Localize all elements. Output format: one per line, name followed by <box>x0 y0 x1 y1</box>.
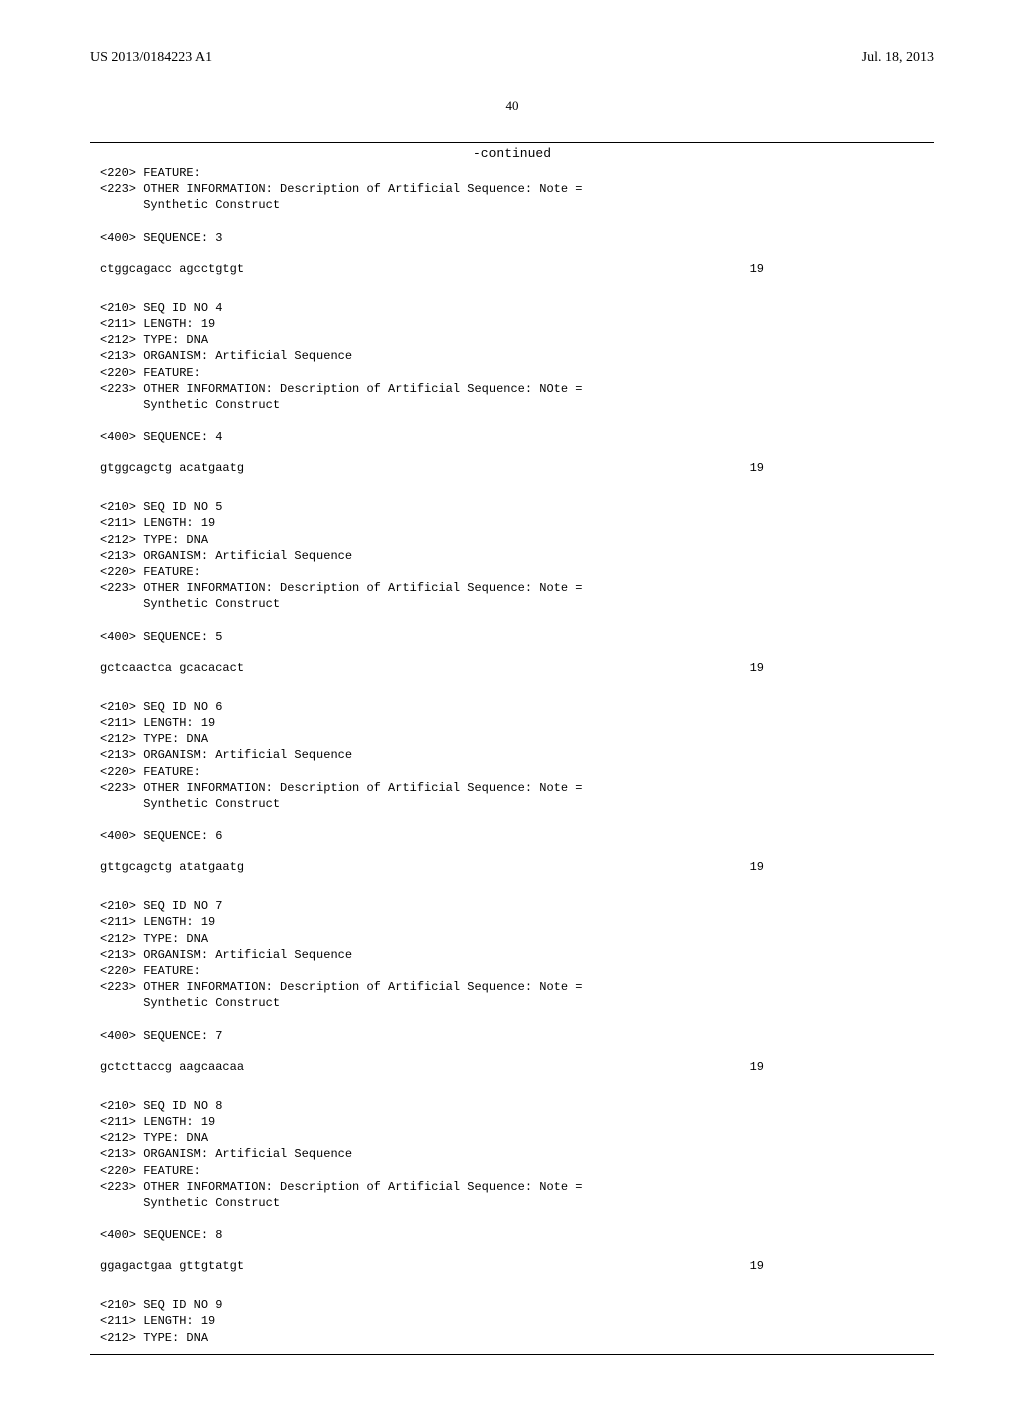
sequence-meta-line: <220> FEATURE: <box>90 165 934 181</box>
sequence-meta-line: <212> TYPE: DNA <box>90 731 934 747</box>
sequence-data-row: gctcaactca gcacacact 19 <box>90 661 934 675</box>
doc-number: US 2013/0184223 A1 <box>90 50 212 66</box>
sequence-data-row: gtggcagctg acatgaatg 19 <box>90 461 934 475</box>
sequence-meta-line: <400> SEQUENCE: 6 <box>90 828 934 844</box>
sequence-meta-line: <213> ORGANISM: Artificial Sequence <box>90 1146 934 1162</box>
sequence-meta-line: <210> SEQ ID NO 7 <box>90 898 934 914</box>
sequence-meta-line: <211> LENGTH: 19 <box>90 515 934 531</box>
sequence-string: gtggcagctg acatgaatg <box>100 461 244 475</box>
sequence-data-row: ggagactgaa gttgtatgt 19 <box>90 1259 934 1273</box>
spacer <box>90 246 934 262</box>
sequence-meta-line: <213> ORGANISM: Artificial Sequence <box>90 548 934 564</box>
sequence-length: 19 <box>750 1259 764 1273</box>
sequence-meta-line: <212> TYPE: DNA <box>90 1130 934 1146</box>
spacer <box>90 1044 934 1060</box>
sequence-meta-line: <210> SEQ ID NO 5 <box>90 499 934 515</box>
sequence-meta-line: <400> SEQUENCE: 8 <box>90 1227 934 1243</box>
spacer <box>90 276 934 300</box>
continued-label: -continued <box>90 143 934 165</box>
sequence-meta-line: <223> OTHER INFORMATION: Description of … <box>90 381 934 397</box>
sequence-meta-line: <210> SEQ ID NO 8 <box>90 1098 934 1114</box>
sequence-meta-line: Synthetic Construct <box>90 1195 934 1211</box>
sequence-meta-line: <213> ORGANISM: Artificial Sequence <box>90 348 934 364</box>
spacer <box>90 613 934 629</box>
sequence-meta-line: <211> LENGTH: 19 <box>90 715 934 731</box>
spacer <box>90 214 934 230</box>
sequence-meta-line: <220> FEATURE: <box>90 963 934 979</box>
sequence-meta-line: <223> OTHER INFORMATION: Description of … <box>90 1179 934 1195</box>
sequence-meta-line: <223> OTHER INFORMATION: Description of … <box>90 780 934 796</box>
sequence-meta-line: Synthetic Construct <box>90 596 934 612</box>
sequence-meta-line: <212> TYPE: DNA <box>90 1330 934 1346</box>
spacer <box>90 675 934 699</box>
sequence-meta-line: <210> SEQ ID NO 6 <box>90 699 934 715</box>
sequence-length: 19 <box>750 661 764 675</box>
sequence-string: ctggcagacc agcctgtgt <box>100 262 244 276</box>
sequence-entries: <220> FEATURE:<223> OTHER INFORMATION: D… <box>90 165 934 1346</box>
sequence-meta-line: <223> OTHER INFORMATION: Description of … <box>90 181 934 197</box>
sequence-length: 19 <box>750 262 764 276</box>
spacer <box>90 413 934 429</box>
page-container: US 2013/0184223 A1 Jul. 18, 2013 40 -con… <box>0 0 1024 1403</box>
sequence-meta-line: <400> SEQUENCE: 5 <box>90 629 934 645</box>
spacer <box>90 1243 934 1259</box>
spacer <box>90 812 934 828</box>
spacer <box>90 1074 934 1098</box>
sequence-meta-line: <210> SEQ ID NO 4 <box>90 300 934 316</box>
sequence-string: gctcaactca gcacacact <box>100 661 244 675</box>
sequence-meta-line: <210> SEQ ID NO 9 <box>90 1297 934 1313</box>
sequence-meta-line: <211> LENGTH: 19 <box>90 1114 934 1130</box>
sequence-meta-line: <211> LENGTH: 19 <box>90 316 934 332</box>
sequence-meta-line: <212> TYPE: DNA <box>90 931 934 947</box>
sequence-meta-line: <220> FEATURE: <box>90 764 934 780</box>
sequence-meta-line: <220> FEATURE: <box>90 365 934 381</box>
sequence-meta-line: <212> TYPE: DNA <box>90 332 934 348</box>
sequence-meta-line: Synthetic Construct <box>90 995 934 1011</box>
sequence-meta-line: <211> LENGTH: 19 <box>90 914 934 930</box>
sequence-meta-line: <220> FEATURE: <box>90 1163 934 1179</box>
spacer <box>90 874 934 898</box>
sequence-meta-line: <400> SEQUENCE: 4 <box>90 429 934 445</box>
sequence-length: 19 <box>750 860 764 874</box>
sequence-meta-line: <400> SEQUENCE: 7 <box>90 1028 934 1044</box>
sequence-meta-line: Synthetic Construct <box>90 397 934 413</box>
page-number: 40 <box>90 98 934 114</box>
sequence-listing-box: -continued <220> FEATURE:<223> OTHER INF… <box>90 142 934 1355</box>
spacer <box>90 1012 934 1028</box>
sequence-meta-line: <212> TYPE: DNA <box>90 532 934 548</box>
sequence-data-row: gttgcagctg atatgaatg 19 <box>90 860 934 874</box>
sequence-meta-line: <223> OTHER INFORMATION: Description of … <box>90 580 934 596</box>
sequence-length: 19 <box>750 1060 764 1074</box>
sequence-meta-line: Synthetic Construct <box>90 796 934 812</box>
spacer <box>90 844 934 860</box>
sequence-meta-line: <213> ORGANISM: Artificial Sequence <box>90 947 934 963</box>
sequence-meta-line: <213> ORGANISM: Artificial Sequence <box>90 747 934 763</box>
sequence-meta-line: <400> SEQUENCE: 3 <box>90 230 934 246</box>
sequence-meta-line: <223> OTHER INFORMATION: Description of … <box>90 979 934 995</box>
page-header: US 2013/0184223 A1 Jul. 18, 2013 <box>90 50 934 66</box>
spacer <box>90 475 934 499</box>
spacer <box>90 1211 934 1227</box>
doc-date: Jul. 18, 2013 <box>862 50 934 66</box>
spacer <box>90 645 934 661</box>
sequence-string: ggagactgaa gttgtatgt <box>100 1259 244 1273</box>
sequence-meta-line: <211> LENGTH: 19 <box>90 1313 934 1329</box>
sequence-data-row: gctcttaccg aagcaacaa 19 <box>90 1060 934 1074</box>
sequence-meta-line: <220> FEATURE: <box>90 564 934 580</box>
sequence-data-row: ctggcagacc agcctgtgt 19 <box>90 262 934 276</box>
sequence-string: gttgcagctg atatgaatg <box>100 860 244 874</box>
spacer <box>90 1273 934 1297</box>
spacer <box>90 445 934 461</box>
sequence-meta-line: Synthetic Construct <box>90 197 934 213</box>
sequence-length: 19 <box>750 461 764 475</box>
sequence-string: gctcttaccg aagcaacaa <box>100 1060 244 1074</box>
